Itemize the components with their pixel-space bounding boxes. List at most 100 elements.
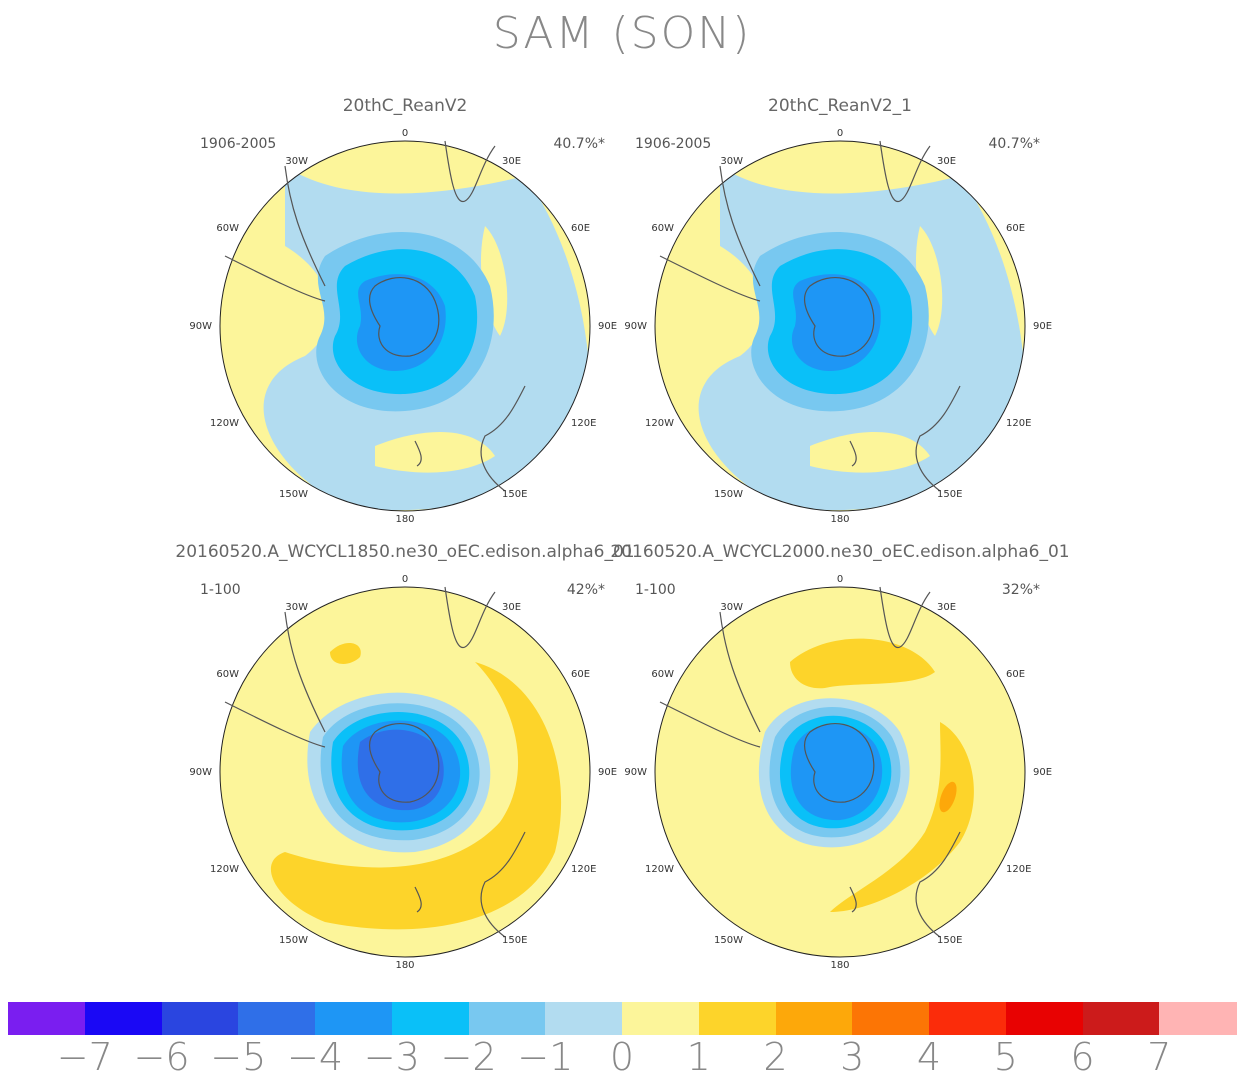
colorbar-swatch <box>1005 1002 1083 1035</box>
coastlines <box>224 140 526 492</box>
lon-label-90W: 90W <box>624 767 647 778</box>
lon-label-180: 180 <box>830 960 849 971</box>
panel-variance-explained: 32%* <box>1001 582 1040 598</box>
lon-label-30W: 30W <box>285 156 308 167</box>
lon-label-30W: 30W <box>285 602 308 613</box>
panel-title: 20160520.A_WCYCL1850.ne30_oEC.edison.alp… <box>175 542 635 562</box>
lon-label-30E: 30E <box>502 156 521 167</box>
lon-label-60E: 60E <box>1006 223 1025 234</box>
colorbar-swatch <box>8 1002 86 1035</box>
lon-label-150E: 150E <box>937 935 962 946</box>
colorbar-swatch <box>84 1002 162 1035</box>
lon-label-0: 0 <box>837 574 843 585</box>
lon-label-90W: 90W <box>624 321 647 332</box>
colorbar-tick-label: 0 <box>609 1035 635 1079</box>
lon-label-90E: 90E <box>1033 321 1052 332</box>
panel-variance-explained: 42%* <box>566 582 605 598</box>
lon-label-90E: 90E <box>598 321 617 332</box>
map-panel-2: 20thC_ReanV2_1 1906-2005 40.7%* <box>600 96 1080 525</box>
colorbar-swatch <box>238 1002 316 1035</box>
panel-variance-explained: 40.7%* <box>988 136 1040 152</box>
contour-level-neg4 <box>790 724 883 821</box>
panel-period: 1906-2005 <box>635 136 712 152</box>
lon-label-60W: 60W <box>651 223 674 234</box>
lon-label-180: 180 <box>395 514 414 525</box>
chart-title: SAM (SON) <box>492 8 752 59</box>
lon-label-120W: 120W <box>645 418 674 429</box>
colorbar-tick-label: −5 <box>210 1035 267 1079</box>
lon-label-180: 180 <box>830 514 849 525</box>
panel-variance-explained: 40.7%* <box>553 136 605 152</box>
contour-level-pos1-north <box>790 638 935 689</box>
lon-label-60W: 60W <box>216 223 239 234</box>
lon-label-30W: 30W <box>720 602 743 613</box>
colorbar-swatch <box>161 1002 239 1035</box>
lon-label-0: 0 <box>837 128 843 139</box>
lon-label-120E: 120E <box>571 864 596 875</box>
lon-label-60E: 60E <box>571 223 590 234</box>
colorbar-swatch <box>468 1002 546 1035</box>
colorbar-swatch <box>622 1002 700 1035</box>
lon-label-90E: 90E <box>1033 767 1052 778</box>
polar-map: 0 30E 60E 90E 120E 150E 180 150W 120W 90… <box>624 574 1052 971</box>
colorbar-swatch <box>315 1002 393 1035</box>
lon-label-30E: 30E <box>937 602 956 613</box>
lon-label-180: 180 <box>395 960 414 971</box>
panel-title: 20thC_ReanV2_1 <box>768 96 912 116</box>
lon-label-120E: 120E <box>571 418 596 429</box>
lon-label-60W: 60W <box>651 669 674 680</box>
contour-level-0-island-2 <box>810 432 930 473</box>
contour-level-neg4 <box>356 274 446 371</box>
lon-label-150E: 150E <box>937 489 962 500</box>
colorbar-tick-label: −7 <box>56 1035 113 1079</box>
contour-level-pos1-east <box>830 722 974 912</box>
contour-level-neg4 <box>791 274 881 371</box>
colorbar-swatch <box>1082 1002 1160 1035</box>
colorbar-tick-label: −4 <box>286 1035 344 1079</box>
colorbar-tick-label: 3 <box>840 1035 865 1079</box>
colorbar-tick-label: 2 <box>763 1035 788 1079</box>
lon-label-60E: 60E <box>571 669 590 680</box>
coastlines <box>224 586 526 938</box>
panel-title: 20160520.A_WCYCL2000.ne30_oEC.edison.alp… <box>610 542 1070 562</box>
lon-label-120W: 120W <box>645 864 674 875</box>
map-panel-4: 20160520.A_WCYCL2000.ne30_oEC.edison.alp… <box>600 542 1080 971</box>
colorbar-tick-label: 6 <box>1070 1035 1095 1079</box>
lon-label-120W: 120W <box>210 418 239 429</box>
colorbar-swatch <box>775 1002 853 1035</box>
coastlines <box>659 586 961 938</box>
lon-label-60W: 60W <box>216 669 239 680</box>
colorbar-tick-label: −1 <box>517 1035 574 1079</box>
polar-map: 0 30E 60E 90E 120E 150E 180 150W 120W 90… <box>189 574 617 971</box>
panel-title: 20thC_ReanV2 <box>342 96 468 116</box>
lon-label-150W: 150W <box>714 489 743 500</box>
lon-label-120E: 120E <box>1006 864 1031 875</box>
lon-label-30E: 30E <box>502 602 521 613</box>
colorbar-swatch <box>1159 1002 1237 1035</box>
colorbar-swatch <box>391 1002 469 1035</box>
panel-period: 1-100 <box>635 582 676 598</box>
colorbar-tick-label: −2 <box>440 1035 497 1079</box>
colorbar-tick-label: −3 <box>363 1035 420 1079</box>
contour-level-0-island-2 <box>375 432 495 473</box>
colorbar-swatch <box>929 1002 1007 1035</box>
colorbar-swatch <box>698 1002 776 1035</box>
lon-label-150W: 150W <box>279 935 308 946</box>
lon-label-60E: 60E <box>1006 669 1025 680</box>
contour-level-neg5 <box>357 729 444 811</box>
colorbar-tick-label: 1 <box>686 1035 711 1079</box>
colorbar-swatch <box>545 1002 623 1035</box>
polar-map: 0 30E 60E 90E 120E 150E 180 150W 120W 90… <box>189 128 617 525</box>
colorbar <box>8 1002 1237 1035</box>
colorbar-tick-label: 7 <box>1147 1035 1172 1079</box>
lon-label-120W: 120W <box>210 864 239 875</box>
lon-label-30W: 30W <box>720 156 743 167</box>
contour-level-pos1 <box>270 662 562 930</box>
map-panel-1: 20thC_ReanV2 1906-2005 40.7%* <box>165 96 645 525</box>
colorbar-tick-label: −6 <box>133 1035 190 1079</box>
lon-label-90E: 90E <box>598 767 617 778</box>
lon-label-0: 0 <box>402 574 408 585</box>
lon-label-30E: 30E <box>937 156 956 167</box>
map-panel-3: 20160520.A_WCYCL1850.ne30_oEC.edison.alp… <box>165 542 645 971</box>
coastlines <box>659 140 961 492</box>
